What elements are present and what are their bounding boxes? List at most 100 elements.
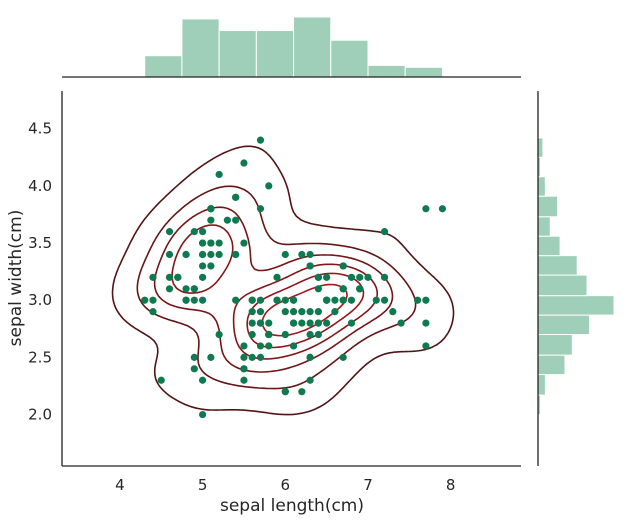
x-hist-bar: [181, 18, 220, 78]
scatter-point: [207, 353, 215, 361]
scatter-point: [265, 342, 273, 350]
scatter-point: [190, 285, 198, 293]
scatter-point: [314, 330, 322, 339]
scatter-point: [422, 319, 430, 327]
y-tick-label: 2.5: [28, 348, 52, 366]
y-hist-bar: [537, 334, 573, 356]
scatter-point: [298, 388, 306, 396]
scatter-point: [190, 296, 198, 304]
scatter-point: [248, 330, 256, 339]
scatter-point: [190, 228, 198, 236]
scatter-point: [248, 296, 256, 304]
scatter-point: [298, 308, 306, 316]
x-hist-bar: [330, 39, 369, 78]
scatter-point: [306, 262, 314, 270]
scatter-point: [182, 250, 190, 259]
x-tick-label: 6: [281, 476, 291, 494]
y-tick-label: 3.5: [28, 234, 52, 252]
scatter-point: [256, 308, 265, 316]
kde-contours: [111, 145, 455, 416]
y-hist-bar: [537, 295, 615, 316]
scatter-point: [380, 296, 389, 304]
scatter-point: [248, 308, 256, 316]
y-hist-bar: [537, 216, 551, 237]
scatter-point: [240, 239, 248, 247]
scatter-point: [256, 319, 265, 327]
scatter-point: [207, 262, 215, 270]
scatter-point: [289, 296, 298, 304]
axes: [61, 76, 539, 467]
scatter-point: [298, 250, 306, 259]
y-hist-bar: [537, 137, 544, 158]
scatter-point: [265, 319, 273, 327]
scatter-point: [281, 296, 289, 304]
scatter-point: [323, 319, 331, 327]
scatter-point: [306, 330, 314, 339]
scatter-point: [240, 353, 248, 361]
scatter-point: [331, 296, 339, 304]
x-hist-bar: [293, 16, 332, 78]
scatter-point: [265, 330, 273, 339]
scatter-point: [190, 353, 198, 361]
x-hist-bar: [255, 30, 295, 78]
scatter-point: [331, 308, 339, 316]
scatter-point: [207, 216, 215, 224]
scatter-point: [422, 342, 430, 350]
scatter-point: [198, 273, 207, 281]
scatter-point: [240, 376, 248, 384]
x-axis-ticks: 4 5 6 7 8: [115, 476, 455, 494]
scatter-point: [314, 273, 322, 281]
scatter-point: [339, 285, 347, 293]
scatter-point: [240, 365, 248, 373]
x-hist-bar: [367, 64, 406, 78]
y-tick-label: 4.0: [28, 177, 52, 195]
y-hist-bar: [537, 235, 561, 257]
scatter-point: [157, 376, 165, 384]
scatter-point: [347, 319, 356, 327]
scatter-point: [165, 250, 174, 259]
scatter-point: [207, 239, 215, 247]
x-hist-bar: [144, 55, 183, 78]
scatter-point: [198, 239, 207, 247]
scatter-point: [372, 296, 380, 304]
scatter-point: [289, 308, 298, 316]
scatter-point: [281, 308, 289, 316]
x-tick-label: 8: [446, 476, 456, 494]
scatter-point: [256, 296, 265, 304]
scatter-point: [232, 296, 240, 304]
scatter-point: [240, 342, 248, 350]
scatter-point: [207, 205, 215, 213]
scatter-point: [190, 365, 198, 373]
y-axis-ticks: 2.0 2.5 3.0 3.5 4.0 4.5: [28, 120, 52, 424]
scatter-point: [265, 182, 273, 190]
scatter-point: [248, 353, 256, 361]
scatter-point: [165, 285, 174, 293]
scatter-point: [215, 330, 223, 339]
scatter-point: [339, 296, 347, 304]
scatter-point: [380, 273, 389, 281]
scatter-point: [422, 296, 430, 304]
scatter-point: [356, 273, 364, 281]
scatter-point: [215, 239, 223, 247]
scatter-point: [215, 170, 223, 179]
scatter-point: [422, 205, 430, 213]
scatter-point: [389, 308, 397, 316]
scatter-point: [198, 228, 207, 236]
x-axis-label: sepal length(cm): [220, 496, 364, 516]
scatter-point: [232, 193, 240, 201]
scatter-point: [281, 330, 289, 339]
marginal-x-histogram: [144, 16, 443, 78]
scatter-point: [306, 319, 314, 327]
scatter-point: [232, 250, 240, 259]
scatter-point: [182, 296, 190, 304]
scatter-point: [289, 319, 298, 327]
scatter-point: [306, 250, 314, 259]
scatter-point: [223, 216, 232, 224]
scatter-point: [240, 159, 248, 167]
scatter-point: [347, 296, 356, 304]
watermark-text: https://blog.csdn.net/qq_21478261: [372, 498, 618, 514]
scatter-point: [174, 273, 182, 281]
scatter-point: [232, 216, 240, 224]
scatter-point: [339, 262, 347, 270]
